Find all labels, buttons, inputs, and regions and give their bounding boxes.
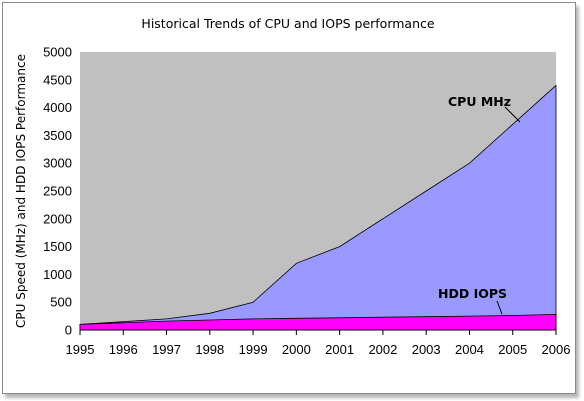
cpu-mhz-leader bbox=[504, 106, 521, 123]
chart-areas bbox=[79, 84, 557, 331]
y-tick-label: 4500 bbox=[43, 72, 72, 87]
y-tick-label: 1000 bbox=[43, 267, 72, 282]
y-tick-label: 500 bbox=[50, 295, 72, 310]
x-tick-label: 1998 bbox=[195, 342, 224, 357]
area-cpu-mhz bbox=[79, 84, 557, 331]
y-tick-label: 0 bbox=[65, 323, 72, 338]
y-axis-ticks: 0 500 1000 1500 2000 2500 3000 3500 4000 4500 5000 bbox=[43, 45, 72, 338]
x-tick-label: 2001 bbox=[325, 342, 354, 357]
hdd-iops-leader bbox=[496, 300, 503, 315]
y-tick-label: 2000 bbox=[43, 211, 72, 226]
y-axis-label: CPU Speed (MHz) and HDD IOPS Performance bbox=[14, 54, 28, 328]
y-tick-label: 4000 bbox=[43, 100, 72, 115]
y-tick-label: 2500 bbox=[43, 184, 72, 199]
x-tick-label: 1995 bbox=[66, 342, 95, 357]
y-tick-label: 3500 bbox=[43, 128, 72, 143]
x-tick-label: 1999 bbox=[239, 342, 268, 357]
chart-title: Historical Trends of CPU and IOPS perfor… bbox=[141, 16, 434, 31]
cpu-mhz-label: CPU MHz bbox=[448, 94, 511, 109]
x-tick-label: 2005 bbox=[498, 342, 527, 357]
y-tick-label: 1500 bbox=[43, 239, 72, 254]
x-tick-label: 2003 bbox=[412, 342, 441, 357]
x-tick-label: 2002 bbox=[368, 342, 397, 357]
hdd-iops-label: HDD IOPS bbox=[438, 286, 507, 301]
y-tick-label: 5000 bbox=[43, 45, 72, 60]
x-tick-label: 2006 bbox=[542, 342, 571, 357]
x-axis-ticks: 1995 1996 1997 1998 1999 2000 2001 2002 2003 2004… bbox=[66, 330, 571, 357]
x-tick-label: 1997 bbox=[152, 342, 181, 357]
y-tick-label: 3000 bbox=[43, 156, 72, 171]
x-tick-label: 1996 bbox=[109, 342, 138, 357]
area-hdd-iops bbox=[79, 313, 557, 331]
x-tick-label: 2000 bbox=[282, 342, 311, 357]
x-tick-label: 2004 bbox=[455, 342, 484, 357]
